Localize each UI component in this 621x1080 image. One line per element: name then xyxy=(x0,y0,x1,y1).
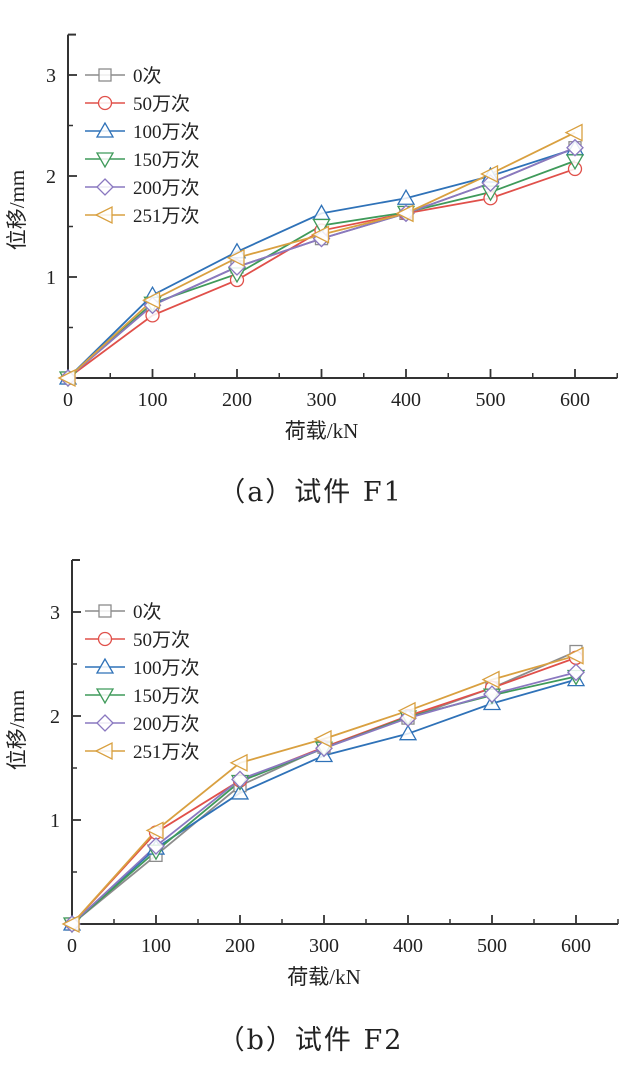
legend-label: 100万次 xyxy=(133,121,200,143)
legend-marker xyxy=(95,121,115,138)
legend-label: 251万次 xyxy=(133,741,200,763)
caption-b: （b）试件 F2 xyxy=(217,1025,404,1056)
chart-b: 0 100 200 300 400 500 600 1 2 3 荷载/kN 位移/mm 0次 50万次 10… xyxy=(5,559,619,989)
data-point xyxy=(483,685,501,704)
data-point xyxy=(61,914,80,934)
legend-item: 100万次 xyxy=(85,657,200,679)
data-point xyxy=(566,138,584,157)
x-tick-label: 100 xyxy=(141,935,171,957)
data-point xyxy=(481,670,500,689)
y-tick-label: 2 xyxy=(50,706,60,728)
data-point xyxy=(397,701,416,720)
legend-item: 0次 xyxy=(85,601,162,623)
chart-a: 0 100 200 300 400 500 600 1 2 3 荷载/kN 位移/mm 0次 50万次 10… xyxy=(5,33,618,443)
series-markers-2 xyxy=(62,670,586,931)
legend-label: 251万次 xyxy=(133,205,200,227)
legend-item: 251万次 xyxy=(85,741,200,763)
data-point xyxy=(229,753,248,772)
legend-item: 100万次 xyxy=(85,121,200,143)
data-point xyxy=(480,164,499,184)
y-tick-label: 3 xyxy=(50,602,60,624)
legend-marker xyxy=(95,657,115,674)
series-markers-5 xyxy=(61,646,584,934)
y-tick-label: 1 xyxy=(46,267,56,289)
legend-item: 150万次 xyxy=(85,685,200,707)
legend-label: 150万次 xyxy=(133,149,200,171)
x-tick-label: 200 xyxy=(222,389,252,411)
legend-item: 50万次 xyxy=(85,93,190,115)
data-point xyxy=(142,291,161,310)
series-group xyxy=(57,123,585,388)
legend: 0次 50万次 100万次 150万次 200万次 251万次 xyxy=(85,601,200,763)
series-markers-5 xyxy=(57,123,583,388)
x-tick-label: 200 xyxy=(225,935,255,957)
data-point xyxy=(567,663,585,682)
data-point xyxy=(398,724,418,741)
axes: 0 100 200 300 400 500 600 1 2 3 xyxy=(46,33,618,411)
x-tick-label: 400 xyxy=(393,935,423,957)
data-point xyxy=(313,729,332,748)
y-tick-label: 1 xyxy=(50,810,60,832)
data-point xyxy=(312,218,331,235)
legend-label: 200万次 xyxy=(133,713,200,735)
caption-a: （a）试件 F1 xyxy=(218,477,403,508)
legend: 0次 50万次 100万次 150万次 200万次 251万次 xyxy=(85,65,200,227)
x-axis-title: 荷载/kN xyxy=(285,419,359,443)
legend-label: 200万次 xyxy=(133,177,200,199)
legend-marker xyxy=(96,714,114,732)
x-tick-label: 100 xyxy=(138,389,168,411)
axes: 0 100 200 300 400 500 600 1 2 3 xyxy=(50,559,619,957)
data-point xyxy=(230,783,250,800)
x-tick-label: 300 xyxy=(309,935,339,957)
data-point xyxy=(565,646,584,665)
data-point xyxy=(147,837,165,855)
y-tick-label: 3 xyxy=(46,65,56,87)
legend-label: 0次 xyxy=(133,65,162,87)
x-tick-label: 0 xyxy=(63,389,73,411)
legend-marker xyxy=(98,604,112,618)
legend-marker xyxy=(98,68,112,82)
legend-item: 200万次 xyxy=(85,177,200,199)
legend-marker xyxy=(97,95,113,111)
x-tick-label: 500 xyxy=(476,389,506,411)
data-point xyxy=(57,368,76,388)
data-point xyxy=(226,248,245,267)
series-line-1 xyxy=(67,168,576,379)
legend-marker xyxy=(95,152,115,169)
legend-label: 50万次 xyxy=(133,93,190,115)
legend-label: 150万次 xyxy=(133,685,200,707)
legend-marker xyxy=(96,178,114,196)
data-point xyxy=(311,225,330,244)
x-tick-label: 0 xyxy=(67,935,77,957)
data-point xyxy=(396,188,416,205)
data-point xyxy=(231,770,249,789)
legend-item: 200万次 xyxy=(85,713,200,735)
data-point xyxy=(395,204,414,223)
x-tick-label: 500 xyxy=(477,935,507,957)
legend-item: 251万次 xyxy=(85,205,200,227)
legend-marker xyxy=(97,631,113,647)
legend-item: 50万次 xyxy=(85,629,190,651)
x-tick-label: 400 xyxy=(391,389,421,411)
data-point xyxy=(564,123,583,142)
y-tick-label: 2 xyxy=(46,166,56,188)
legend-label: 0次 xyxy=(133,601,162,623)
legend-label: 50万次 xyxy=(133,629,190,651)
legend-label: 100万次 xyxy=(133,657,200,679)
legend-marker xyxy=(94,205,113,225)
x-axis-title: 荷载/kN xyxy=(287,965,361,989)
legend-marker xyxy=(94,741,113,761)
series-group xyxy=(61,644,586,934)
x-tick-label: 300 xyxy=(307,389,337,411)
x-tick-label: 600 xyxy=(560,389,590,411)
y-axis-title: 位移/mm xyxy=(5,170,29,251)
x-tick-label: 600 xyxy=(561,935,591,957)
legend-item: 150万次 xyxy=(85,149,200,171)
legend-item: 0次 xyxy=(85,65,162,87)
series-markers-3 xyxy=(62,669,586,934)
legend-marker xyxy=(95,688,115,705)
y-axis-title: 位移/mm xyxy=(5,690,29,771)
data-point xyxy=(145,821,164,840)
